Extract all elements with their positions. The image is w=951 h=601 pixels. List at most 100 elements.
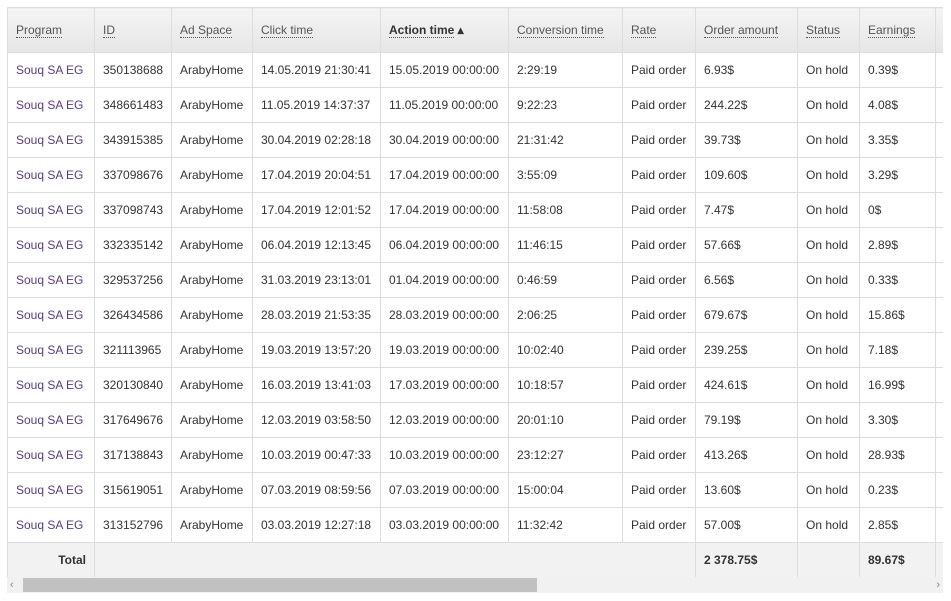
column-header-id[interactable]: ID <box>94 7 172 53</box>
cell-earnings: 28.93$ <box>859 437 936 473</box>
program-link[interactable]: Souq SA EG <box>16 413 84 427</box>
column-header-label: Rate <box>631 23 657 38</box>
cell-earnings: 3.29$ <box>859 157 936 193</box>
cell-click-time: 16.03.2019 13:41:03 <box>252 367 381 403</box>
cell-status: On hold <box>797 87 860 123</box>
table-row: Souq SA EG 317649676 ArabyHome 12.03.2019 0… <box>7 402 943 438</box>
cell-conversion-time: 3:55:09 <box>508 157 623 193</box>
program-link[interactable]: Souq SA EG <box>16 168 84 182</box>
cell-rate: Paid order <box>622 437 696 473</box>
column-header-label: Earnings <box>868 23 916 38</box>
cell-click-time: 30.04.2019 02:28:18 <box>252 122 381 158</box>
cell-id: 313152796 <box>94 507 172 543</box>
cell-extra <box>935 227 943 263</box>
cell-click-time: 10.03.2019 00:47:33 <box>252 437 381 473</box>
cell-click-time: 19.03.2019 13:57:20 <box>252 332 381 368</box>
cell-click-time: 17.04.2019 20:04:51 <box>252 157 381 193</box>
cell-id: 332335142 <box>94 227 172 263</box>
cell-click-time: 31.03.2019 23:13:01 <box>252 262 381 298</box>
cell-order-amount: 13.60$ <box>695 472 798 508</box>
cell-click-time: 06.04.2019 12:13:45 <box>252 227 381 263</box>
cell-rate: Paid order <box>622 507 696 543</box>
cell-extra <box>935 437 943 473</box>
program-link[interactable]: Souq SA EG <box>16 273 84 287</box>
cell-rate: Paid order <box>622 192 696 228</box>
column-header-status[interactable]: Status <box>797 7 860 53</box>
total-extra <box>935 542 943 578</box>
program-link[interactable]: Souq SA EG <box>16 518 84 532</box>
cell-ad-space: ArabyHome <box>171 297 253 333</box>
column-header-ad-space[interactable]: Ad Space <box>171 7 253 53</box>
cell-click-time: 07.03.2019 08:59:56 <box>252 472 381 508</box>
program-link[interactable]: Souq SA EG <box>16 133 84 147</box>
cell-extra <box>935 122 943 158</box>
program-link[interactable]: Souq SA EG <box>16 483 84 497</box>
cell-ad-space: ArabyHome <box>171 262 253 298</box>
cell-status: On hold <box>797 52 860 88</box>
total-order-amount: 2 378.75$ <box>695 542 798 578</box>
column-header-label: Ad Space <box>180 23 233 38</box>
program-link[interactable]: Souq SA EG <box>16 378 84 392</box>
cell-order-amount: 7.47$ <box>695 192 798 228</box>
cell-rate: Paid order <box>622 472 696 508</box>
column-header-earnings[interactable]: Earnings <box>859 7 936 53</box>
cell-id: 343915385 <box>94 122 172 158</box>
cell-earnings: 3.35$ <box>859 122 936 158</box>
cell-id: 348661483 <box>94 87 172 123</box>
cell-rate: Paid order <box>622 157 696 193</box>
scrollbar-thumb[interactable] <box>23 578 537 592</box>
scroll-left-arrow-icon[interactable]: ‹ <box>10 579 14 591</box>
program-link[interactable]: Souq SA EG <box>16 203 84 217</box>
cell-conversion-time: 0:46:59 <box>508 262 623 298</box>
cell-click-time: 03.03.2019 12:27:18 <box>252 507 381 543</box>
program-link[interactable]: Souq SA EG <box>16 238 84 252</box>
cell-id: 350138688 <box>94 52 172 88</box>
cell-program: Souq SA EG <box>7 472 95 508</box>
total-empty <box>94 542 696 578</box>
column-header-label: Program <box>16 23 63 38</box>
column-header-program[interactable]: Program <box>7 7 95 53</box>
table-row: Souq SA EG 315619051 ArabyHome 07.03.2019 0… <box>7 472 943 508</box>
scroll-right-arrow-icon[interactable]: › <box>936 579 940 591</box>
cell-status: On hold <box>797 437 860 473</box>
table-row: Souq SA EG 350138688 ArabyHome 14.05.2019 2… <box>7 52 943 88</box>
program-link[interactable]: Souq SA EG <box>16 98 84 112</box>
program-link[interactable]: Souq SA EG <box>16 343 84 357</box>
cell-order-amount: 413.26$ <box>695 437 798 473</box>
table-row: Souq SA EG 343915385 ArabyHome 30.04.2019 0… <box>7 122 943 158</box>
cell-conversion-time: 11:32:42 <box>508 507 623 543</box>
cell-earnings: 4.08$ <box>859 87 936 123</box>
horizontal-scrollbar[interactable]: ‹ › <box>7 577 943 593</box>
program-link[interactable]: Souq SA EG <box>16 308 84 322</box>
cell-extra <box>935 402 943 438</box>
cell-status: On hold <box>797 122 860 158</box>
cell-order-amount: 6.93$ <box>695 52 798 88</box>
cell-action-time: 07.03.2019 00:00:00 <box>380 472 509 508</box>
cell-status: On hold <box>797 227 860 263</box>
program-link[interactable]: Souq SA EG <box>16 448 84 462</box>
cell-earnings: 2.85$ <box>859 507 936 543</box>
cell-action-time: 06.04.2019 00:00:00 <box>380 227 509 263</box>
conversions-table: Program ID Ad Space Click time Action time ▴… <box>7 7 943 578</box>
cell-conversion-time: 10:18:57 <box>508 367 623 403</box>
cell-id: 337098676 <box>94 157 172 193</box>
cell-id: 320130840 <box>94 367 172 403</box>
cell-status: On hold <box>797 157 860 193</box>
column-header-conversion-time[interactable]: Conversion time <box>508 7 623 53</box>
cell-status: On hold <box>797 472 860 508</box>
cell-extra <box>935 507 943 543</box>
column-header-click-time[interactable]: Click time <box>252 7 381 53</box>
cell-conversion-time: 15:00:04 <box>508 472 623 508</box>
total-row: Total 2 378.75$ 89.67$ <box>7 542 943 578</box>
column-header-order-amount[interactable]: Order amount <box>695 7 798 53</box>
cell-ad-space: ArabyHome <box>171 402 253 438</box>
cell-id: 337098743 <box>94 192 172 228</box>
cell-ad-space: ArabyHome <box>171 367 253 403</box>
column-header-rate[interactable]: Rate <box>622 7 696 53</box>
column-header-action-time[interactable]: Action time ▴ <box>380 7 509 53</box>
program-link[interactable]: Souq SA EG <box>16 63 84 77</box>
cell-rate: Paid order <box>622 227 696 263</box>
cell-program: Souq SA EG <box>7 507 95 543</box>
cell-program: Souq SA EG <box>7 227 95 263</box>
cell-extra <box>935 262 943 298</box>
